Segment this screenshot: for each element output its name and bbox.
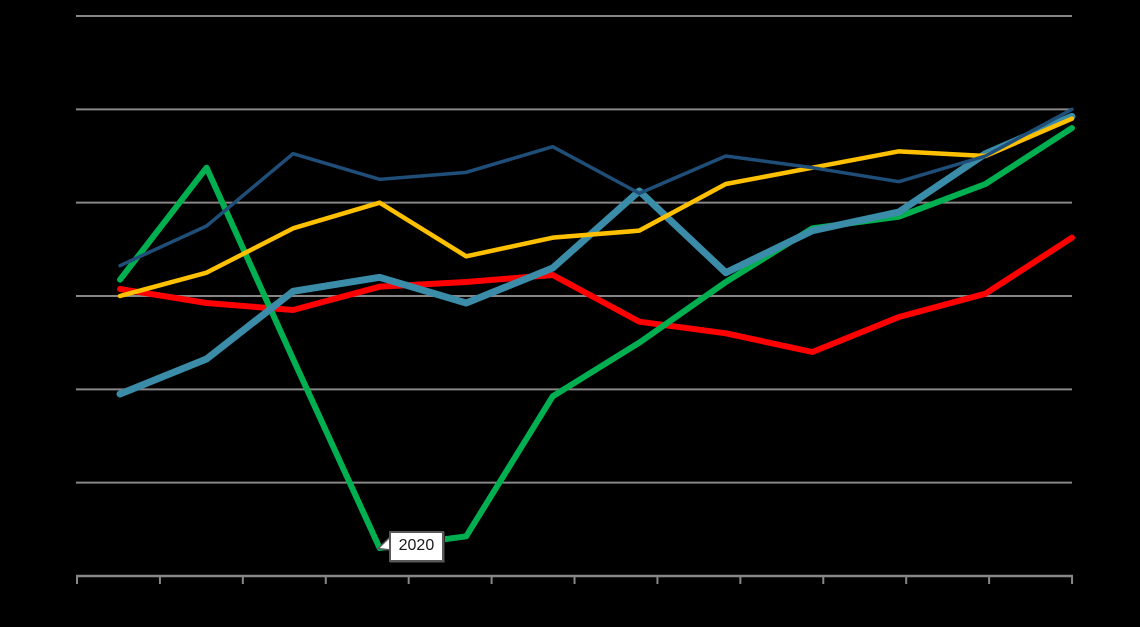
series-line-navy [118, 107, 1074, 268]
series-line-gold [117, 116, 1075, 299]
annotation-text: 2020 [398, 537, 435, 554]
series-line-green [117, 125, 1076, 551]
series-line-red [117, 234, 1076, 355]
annotation-callout-2020: 2020 [388, 531, 445, 562]
series-line-teal [116, 112, 1076, 398]
